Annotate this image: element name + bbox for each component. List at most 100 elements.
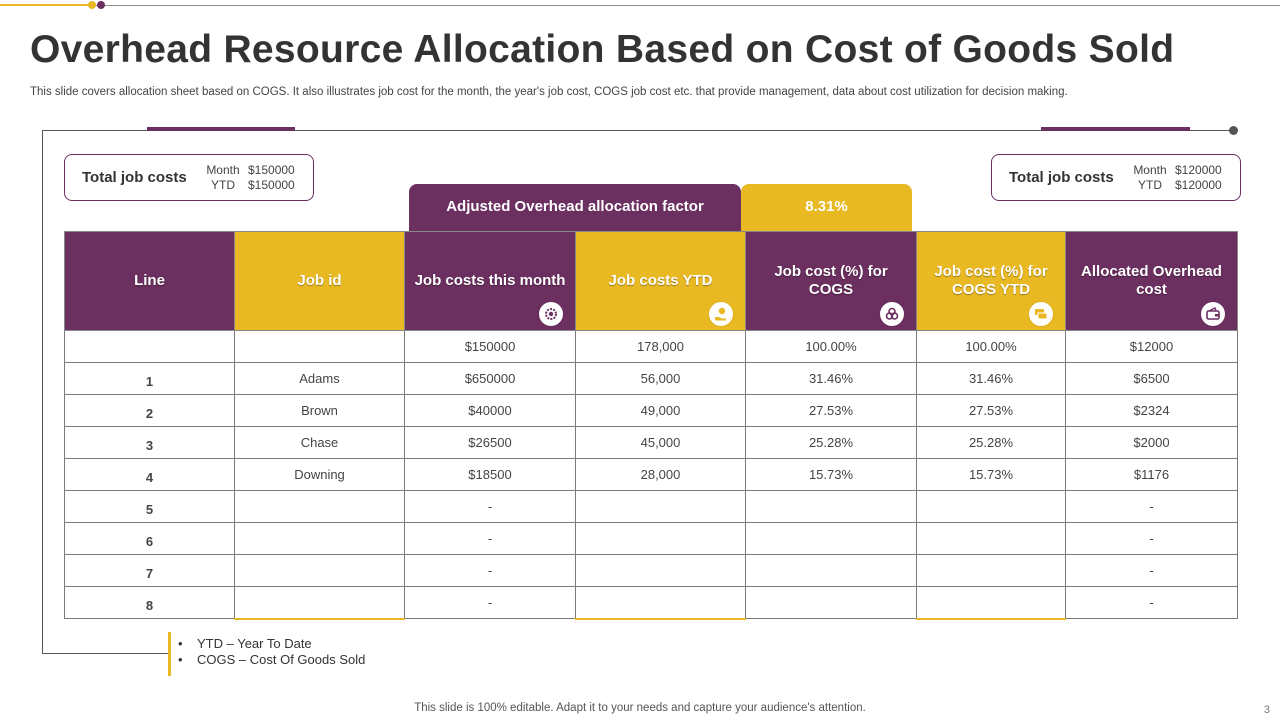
top-rule: [0, 5, 1280, 6]
table-row: 8 - -: [64, 586, 1238, 620]
cell-job-id: Downing: [234, 458, 405, 491]
month-label: Month: [1133, 163, 1167, 177]
cell-job-id: Chase: [234, 426, 405, 459]
slide-title: Overhead Resource Allocation Based on Co…: [30, 28, 1175, 71]
coins-icon: [880, 302, 904, 326]
cell-job-costs-ytd: 49,000: [575, 394, 746, 427]
cell-allocated-overhead: $6500: [1065, 362, 1238, 395]
legend-accent-bar: [168, 632, 171, 676]
cell-job-id: Brown: [234, 394, 405, 427]
cell-line: 4: [64, 458, 235, 491]
overhead-factor-label-text: Adjusted Overhead allocation factor: [446, 197, 704, 215]
legend-item-cogs: COGS – Cost Of Goods Sold: [178, 652, 365, 668]
cell-job-cost-cogs-ytd: 15.73%: [916, 458, 1066, 491]
cell-job-costs-month: -: [404, 554, 576, 587]
cell-line: 5: [64, 490, 235, 523]
frame-line-top: [42, 130, 1234, 131]
cell-job-costs-ytd: [575, 522, 746, 555]
cell-line: 7: [64, 554, 235, 587]
cell-line: 1: [64, 362, 235, 395]
table-row: 5 - -: [64, 490, 1238, 523]
cell-allocated-overhead: $12000: [1065, 330, 1238, 363]
table-row: 1 Adams $650000 56,000 31.46% 31.46% $65…: [64, 362, 1238, 395]
wallet-icon: [1201, 302, 1225, 326]
header-job-cost-cogs: Job cost (%) for COGS: [745, 231, 917, 331]
cell-job-costs-ytd: [575, 554, 746, 587]
cell-line: 6: [64, 522, 235, 555]
header-job-id-label: Job id: [297, 272, 342, 289]
cell-job-cost-cogs: [745, 490, 917, 523]
table-row: 6 - -: [64, 522, 1238, 555]
cell-job-cost-cogs-ytd: 27.53%: [916, 394, 1066, 427]
total-job-costs-left: Total job costs Month $150000 YTD $15000…: [64, 154, 314, 201]
cell-allocated-overhead: -: [1065, 554, 1238, 587]
overhead-factor-value: 8.31%: [741, 184, 912, 231]
cell-allocated-overhead: -: [1065, 490, 1238, 523]
table-row: 4 Downing $18500 28,000 15.73% 15.73% $1…: [64, 458, 1238, 491]
cell-job-id: Adams: [234, 362, 405, 395]
cell-job-cost-cogs: 27.53%: [745, 394, 917, 427]
overhead-factor-label: Adjusted Overhead allocation factor: [409, 184, 741, 231]
allocation-table: Line Job id Job costs this month Job cos…: [64, 231, 1238, 620]
header-job-costs-month: Job costs this month: [404, 231, 576, 331]
cell-line: 2: [64, 394, 235, 427]
cell-job-costs-month: $18500: [404, 458, 576, 491]
header-job-cost-cogs-label: Job cost (%) for COGS: [774, 263, 888, 298]
slide-subtitle: This slide covers allocation sheet based…: [30, 86, 1068, 98]
cell-line: [64, 330, 235, 363]
cell-job-costs-ytd: 28,000: [575, 458, 746, 491]
top-dot-purple: [97, 1, 105, 9]
cell-job-cost-cogs: 31.46%: [745, 362, 917, 395]
cell-job-costs-month: $150000: [404, 330, 576, 363]
cell-job-id: [234, 522, 405, 555]
cell-job-costs-ytd: [575, 586, 746, 620]
cell-allocated-overhead: -: [1065, 586, 1238, 619]
ytd-value: $150000: [248, 178, 295, 192]
month-value: $120000: [1175, 163, 1222, 177]
header-line-label: Line: [134, 272, 165, 289]
cell-job-cost-cogs: 100.00%: [745, 330, 917, 363]
frame-line-left: [42, 130, 43, 654]
cell-job-id: [234, 586, 405, 620]
hand-coin-icon: [709, 302, 733, 326]
cell-job-cost-cogs-ytd: 25.28%: [916, 426, 1066, 459]
header-job-id: Job id: [234, 231, 405, 331]
cell-job-costs-month: $650000: [404, 362, 576, 395]
month-label: Month: [206, 163, 240, 177]
header-job-costs-month-label: Job costs this month: [414, 272, 566, 289]
legend-list: YTD – Year To Date COGS – Cost Of Goods …: [178, 636, 365, 668]
cell-job-cost-cogs-ytd: 31.46%: [916, 362, 1066, 395]
cell-job-cost-cogs-ytd: [916, 522, 1066, 555]
cell-job-id: [234, 490, 405, 523]
ytd-label: YTD: [1138, 178, 1162, 192]
cell-line: 8: [64, 586, 235, 619]
table-header-row: Line Job id Job costs this month Job cos…: [64, 231, 1238, 331]
cell-job-cost-cogs: 15.73%: [745, 458, 917, 491]
cell-job-costs-month: $40000: [404, 394, 576, 427]
slide-footer: This slide is 100% editable. Adapt it to…: [414, 702, 866, 714]
cell-job-cost-cogs: 25.28%: [745, 426, 917, 459]
cell-allocated-overhead: $1176: [1065, 458, 1238, 491]
total-job-costs-right: Total job costs Month $120000 YTD $12000…: [991, 154, 1241, 201]
frame-line-bottom: [42, 653, 168, 654]
cell-allocated-overhead: -: [1065, 522, 1238, 555]
page-number: 3: [1263, 704, 1270, 716]
cell-job-costs-month: -: [404, 586, 576, 619]
month-value: $150000: [248, 163, 295, 177]
cell-job-costs-month: $26500: [404, 426, 576, 459]
ytd-label: YTD: [211, 178, 235, 192]
cell-job-cost-cogs-ytd: 100.00%: [916, 330, 1066, 363]
overhead-factor-value-text: 8.31%: [805, 197, 848, 215]
gear-money-icon: [539, 302, 563, 326]
table-row: 7 - -: [64, 554, 1238, 587]
cell-job-cost-cogs: [745, 554, 917, 587]
header-job-costs-ytd-label: Job costs YTD: [608, 272, 713, 289]
total-job-costs-right-title: Total job costs: [1009, 169, 1114, 186]
ytd-value: $120000: [1175, 178, 1222, 192]
cell-allocated-overhead: $2324: [1065, 394, 1238, 427]
table-row: $150000 178,000 100.00% 100.00% $12000: [64, 330, 1238, 363]
total-job-costs-left-title: Total job costs: [82, 169, 187, 186]
cell-job-cost-cogs: [745, 522, 917, 555]
cell-job-costs-ytd: [575, 490, 746, 523]
cell-job-id: [234, 330, 405, 363]
